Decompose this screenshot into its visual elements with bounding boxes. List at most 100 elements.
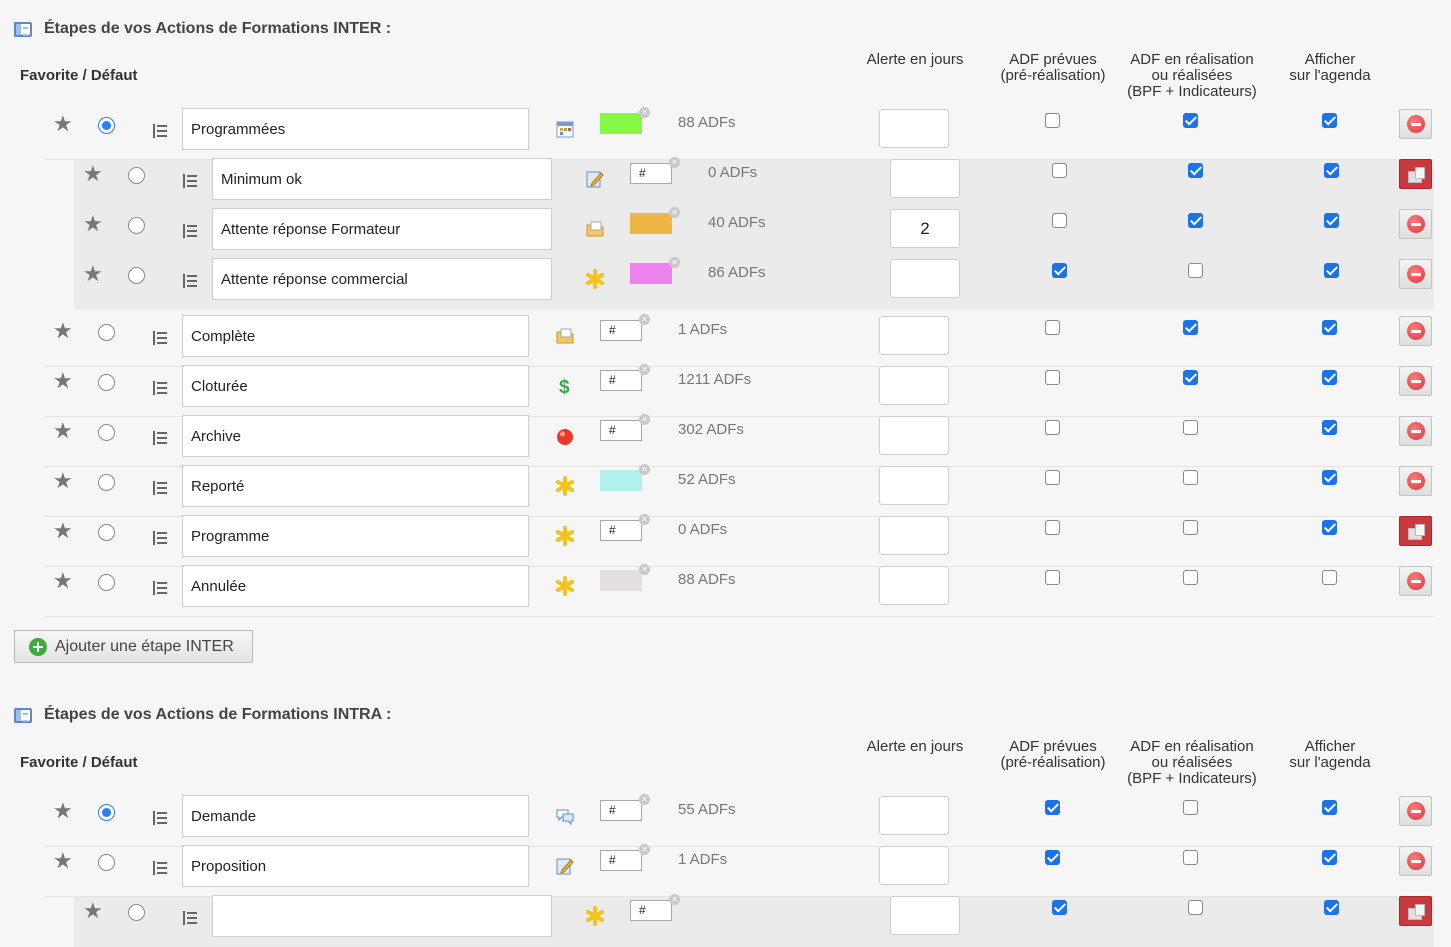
asterisk-icon[interactable] — [555, 476, 575, 496]
drag-handle-icon[interactable] — [153, 481, 167, 495]
agenda-checkbox[interactable] — [1322, 520, 1337, 535]
stage-name-input[interactable]: Reporté — [182, 465, 529, 507]
favorite-star-icon[interactable]: ★ — [53, 318, 73, 343]
color-picker[interactable]: # ✕ — [600, 514, 650, 541]
agenda-checkbox[interactable] — [1322, 470, 1337, 485]
prevues-checkbox[interactable] — [1045, 113, 1060, 128]
drag-handle-icon[interactable] — [153, 381, 167, 395]
alert-days-input[interactable] — [890, 159, 960, 198]
clear-stage-button[interactable] — [1399, 896, 1432, 926]
color-box[interactable] — [600, 470, 642, 491]
stage-name-input[interactable]: Archive — [182, 415, 529, 457]
clear-color-icon[interactable]: ✕ — [639, 844, 650, 855]
delete-stage-button[interactable] — [1399, 846, 1432, 876]
default-radio[interactable] — [128, 904, 145, 921]
default-radio[interactable] — [98, 804, 115, 821]
prevues-checkbox[interactable] — [1045, 470, 1060, 485]
favorite-star-icon[interactable]: ★ — [53, 468, 73, 493]
alert-days-input[interactable] — [879, 566, 949, 605]
color-picker[interactable]: ✕ — [600, 107, 650, 134]
stage-name-input[interactable]: Minimum ok — [212, 158, 552, 200]
delete-stage-button[interactable] — [1399, 796, 1432, 826]
agenda-checkbox[interactable] — [1322, 800, 1337, 815]
stage-name-input[interactable]: Attente réponse Formateur — [212, 208, 552, 250]
delete-stage-button[interactable] — [1399, 416, 1432, 446]
prevues-checkbox[interactable] — [1045, 420, 1060, 435]
edit-icon[interactable] — [585, 169, 605, 189]
clear-color-icon[interactable]: ✕ — [639, 514, 650, 525]
color-picker[interactable]: ✕ — [630, 207, 680, 234]
realisation-checkbox[interactable] — [1188, 163, 1203, 178]
stage-name-input[interactable]: Programmées — [182, 108, 529, 150]
alert-days-input[interactable] — [879, 796, 949, 835]
clear-color-icon[interactable]: ✕ — [639, 564, 650, 575]
color-picker[interactable]: # ✕ — [600, 364, 650, 391]
prevues-checkbox[interactable] — [1045, 850, 1060, 865]
favorite-star-icon[interactable]: ★ — [53, 368, 73, 393]
default-radio[interactable] — [98, 324, 115, 341]
clear-stage-button[interactable] — [1399, 516, 1432, 546]
red-dot-icon[interactable] — [555, 426, 575, 446]
color-hex-input[interactable]: # — [630, 900, 672, 921]
clear-color-icon[interactable]: ✕ — [669, 257, 680, 268]
color-picker[interactable]: ✕ — [600, 464, 650, 491]
drag-handle-icon[interactable] — [153, 531, 167, 545]
realisation-checkbox[interactable] — [1183, 420, 1198, 435]
drag-handle-icon[interactable] — [153, 431, 167, 445]
prevues-checkbox[interactable] — [1045, 570, 1060, 585]
alert-days-input[interactable] — [879, 316, 949, 355]
prevues-checkbox[interactable] — [1052, 263, 1067, 278]
alert-days-input[interactable] — [890, 259, 960, 298]
asterisk-icon[interactable] — [585, 906, 605, 926]
drag-handle-icon[interactable] — [153, 331, 167, 345]
prevues-checkbox[interactable] — [1052, 213, 1067, 228]
favorite-star-icon[interactable]: ★ — [53, 518, 73, 543]
delete-stage-button[interactable] — [1399, 466, 1432, 496]
default-radio[interactable] — [98, 474, 115, 491]
color-hex-input[interactable]: # — [600, 800, 642, 821]
alert-days-input[interactable] — [890, 896, 960, 935]
alert-days-input[interactable] — [879, 109, 949, 148]
color-hex-input[interactable]: # — [600, 850, 642, 871]
alert-days-input[interactable] — [879, 466, 949, 505]
realisation-checkbox[interactable] — [1183, 320, 1198, 335]
stage-name-input[interactable]: Demande — [182, 795, 529, 837]
clear-color-icon[interactable]: ✕ — [669, 894, 680, 905]
realisation-checkbox[interactable] — [1188, 213, 1203, 228]
prevues-checkbox[interactable] — [1052, 163, 1067, 178]
clear-color-icon[interactable]: ✕ — [639, 464, 650, 475]
calendar-icon[interactable] — [555, 119, 575, 139]
stage-name-input[interactable]: Complète — [182, 315, 529, 357]
prevues-checkbox[interactable] — [1045, 800, 1060, 815]
default-radio[interactable] — [98, 374, 115, 391]
drag-handle-icon[interactable] — [153, 811, 167, 825]
stage-name-input[interactable] — [212, 895, 552, 937]
realisation-checkbox[interactable] — [1183, 800, 1198, 815]
color-box[interactable] — [630, 263, 672, 284]
color-hex-input[interactable]: # — [600, 320, 642, 341]
clear-color-icon[interactable]: ✕ — [669, 157, 680, 168]
stage-name-input[interactable]: Programme — [182, 515, 529, 557]
asterisk-icon[interactable] — [555, 576, 575, 596]
default-radio[interactable] — [128, 167, 145, 184]
folder-icon[interactable] — [585, 219, 605, 239]
drag-handle-icon[interactable] — [183, 174, 197, 188]
clear-color-icon[interactable]: ✕ — [639, 414, 650, 425]
favorite-star-icon[interactable]: ★ — [83, 161, 103, 186]
realisation-checkbox[interactable] — [1188, 263, 1203, 278]
realisation-checkbox[interactable] — [1183, 113, 1198, 128]
delete-stage-button[interactable] — [1399, 316, 1432, 346]
default-radio[interactable] — [128, 217, 145, 234]
color-picker[interactable]: # ✕ — [600, 314, 650, 341]
folder-icon[interactable] — [555, 326, 575, 346]
favorite-star-icon[interactable]: ★ — [53, 848, 73, 873]
realisation-checkbox[interactable] — [1183, 470, 1198, 485]
color-picker[interactable]: # ✕ — [630, 894, 680, 921]
default-radio[interactable] — [98, 854, 115, 871]
alert-days-input[interactable] — [879, 846, 949, 885]
color-hex-input[interactable]: # — [600, 520, 642, 541]
delete-stage-button[interactable] — [1399, 109, 1432, 139]
realisation-checkbox[interactable] — [1183, 520, 1198, 535]
default-radio[interactable] — [98, 574, 115, 591]
stage-name-input[interactable]: Annulée — [182, 565, 529, 607]
